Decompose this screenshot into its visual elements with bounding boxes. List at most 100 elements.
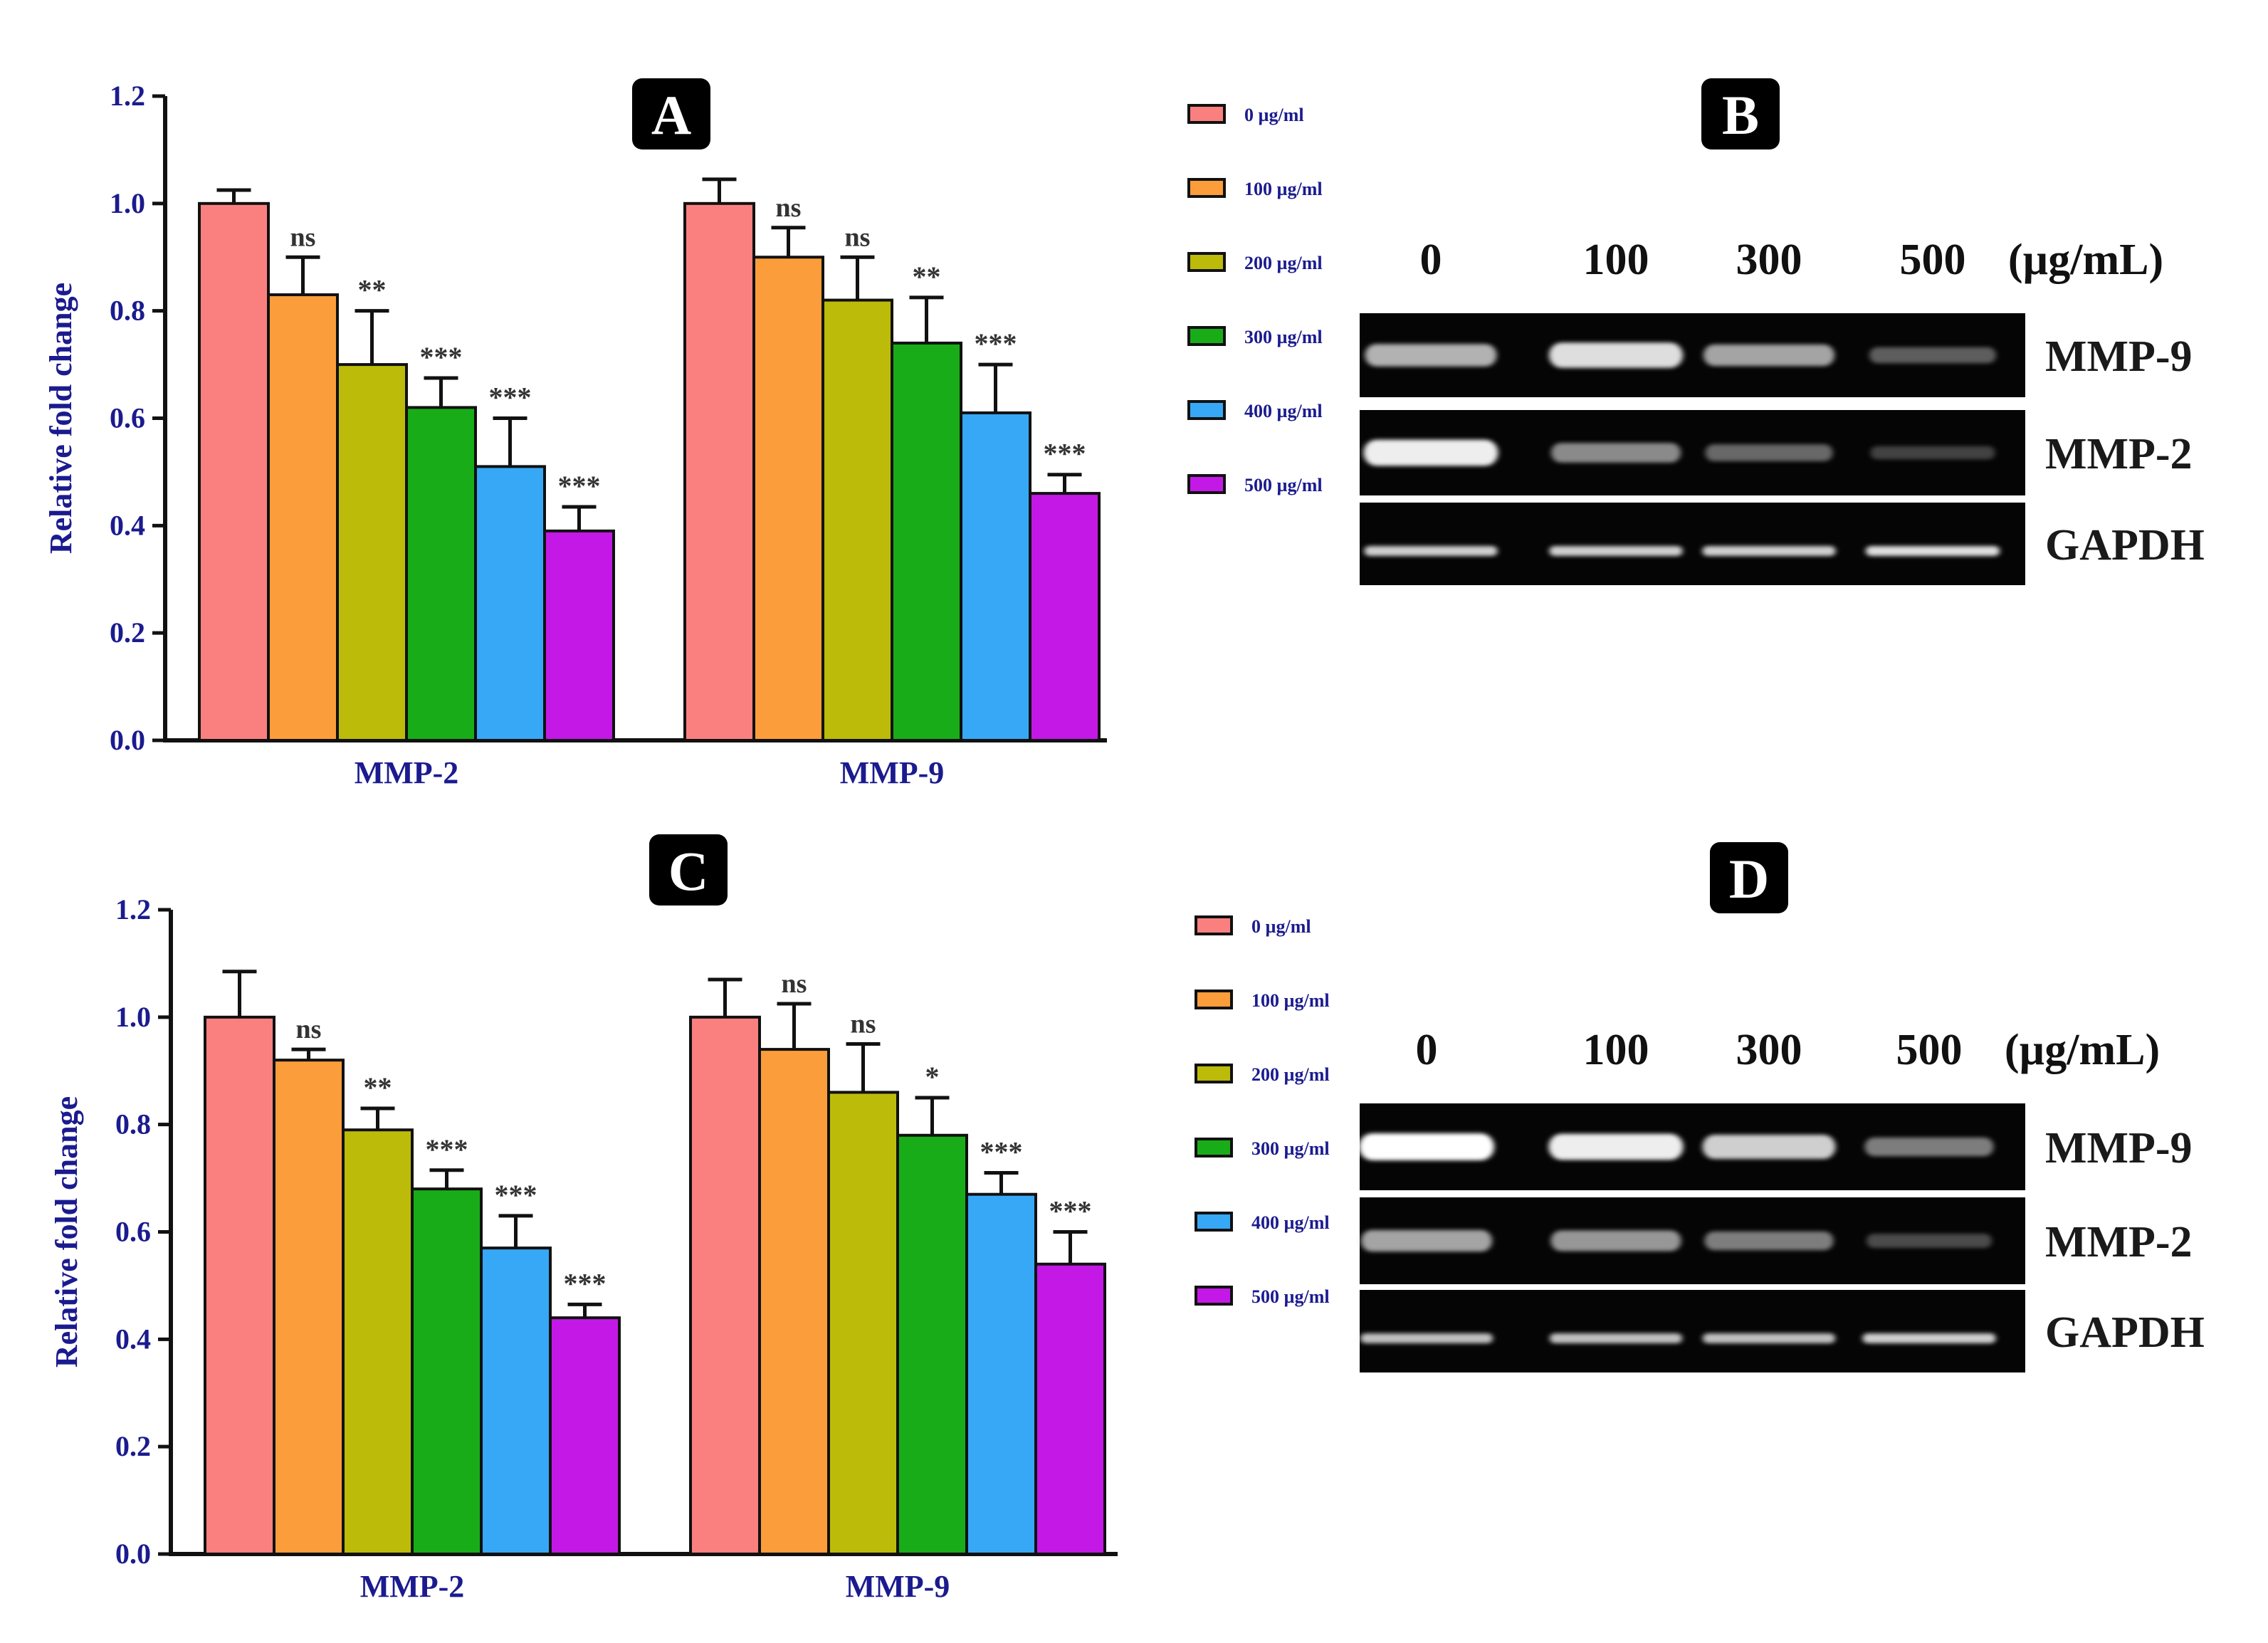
panel-badge-d: D xyxy=(1710,842,1788,913)
significance-label: ** xyxy=(913,261,941,293)
legend-label: 100 µg/ml xyxy=(1251,990,1330,1011)
bar-mmp-9-3 xyxy=(896,1133,968,1555)
legend-label: 200 µg/ml xyxy=(1251,1064,1330,1085)
significance-label: *** xyxy=(489,382,532,414)
gel-band xyxy=(1549,546,1683,556)
legend-label: 400 µg/ml xyxy=(1251,1212,1330,1233)
significance-label: *** xyxy=(495,1179,537,1211)
lane-label: 300 xyxy=(1736,236,1802,284)
bar-mmp-9-2 xyxy=(827,1091,899,1555)
gel-band xyxy=(1550,1333,1682,1343)
unit-label: (µg/mL) xyxy=(2005,1026,2160,1074)
significance-label: *** xyxy=(558,470,601,502)
legend-swatch xyxy=(1195,1286,1233,1306)
y-tick-label: 0.0 xyxy=(115,1538,151,1570)
bar-mmp-9-2 xyxy=(821,298,893,742)
legend-swatch xyxy=(1195,915,1233,935)
significance-label: *** xyxy=(975,327,1017,359)
bar-mmp-2-4 xyxy=(480,1246,552,1555)
significance-label: ns xyxy=(782,969,807,999)
legend-top: 0 µg/ml 100 µg/ml 200 µg/ml 300 µg/ml 400 µg… xyxy=(1187,104,1323,495)
x-category-label: MMP-9 xyxy=(840,755,945,790)
significance-label: *** xyxy=(980,1136,1023,1168)
gel-strip-gapdh xyxy=(1360,1290,2025,1372)
gel-band xyxy=(1364,546,1498,556)
bar-mmp-2-5 xyxy=(543,529,615,742)
legend-swatch xyxy=(1187,400,1226,420)
gel-band xyxy=(1550,1230,1681,1251)
bar-mmp-9-3 xyxy=(891,341,962,742)
bar-mmp-9-5 xyxy=(1029,492,1101,742)
legend-swatch xyxy=(1195,1138,1233,1158)
gel-band xyxy=(1866,546,2000,556)
significance-label: ns xyxy=(851,1009,876,1039)
lane-label: 0 xyxy=(1416,1026,1438,1074)
panel-letter-b: B xyxy=(1722,84,1759,146)
bar-mmp-9-4 xyxy=(965,1192,1037,1556)
legend-label: 200 µg/ml xyxy=(1244,253,1323,273)
legend-swatch xyxy=(1187,252,1226,272)
y-tick-label: 0.4 xyxy=(115,1323,151,1355)
legend-label: 300 µg/ml xyxy=(1251,1138,1330,1159)
bar-mmp-2-0 xyxy=(204,1015,275,1556)
bar-mmp-9-0 xyxy=(689,1015,761,1556)
unit-label: (µg/mL) xyxy=(2008,236,2163,284)
legend-swatch xyxy=(1187,474,1226,494)
gel-blot-d: 0 100 300 500 (µg/mL) MMP-9 MMP-2 GAPDH xyxy=(1359,1026,2205,1372)
gel-band xyxy=(1862,1333,1996,1343)
significance-label: ** xyxy=(364,1071,392,1103)
y-tick-label: 0.2 xyxy=(115,1430,151,1462)
significance-label: ns xyxy=(296,1014,322,1044)
gel-band xyxy=(1365,344,1497,367)
gel-band xyxy=(1359,1133,1494,1160)
bar-mmp-2-1 xyxy=(267,293,339,742)
bar-mmp-2-2 xyxy=(336,363,408,742)
bar-mmp-2-3 xyxy=(411,1187,483,1555)
gel-band xyxy=(1549,342,1683,368)
y-tick-label: 0.6 xyxy=(110,402,145,434)
gel-band xyxy=(1869,347,1996,364)
significance-label: *** xyxy=(426,1133,468,1165)
bar-mmp-9-1 xyxy=(758,1048,830,1556)
bar-chart-c: 0.0 0.2 0.4 0.6 0.8 1.0 1.2 Relative fold chang… xyxy=(49,893,1118,1604)
significance-label: ns xyxy=(290,222,316,252)
y-tick-label: 1.2 xyxy=(110,80,145,112)
legend-swatch xyxy=(1195,990,1233,1009)
gel-blot-b: 0 100 300 500 (µg/mL) MMP-9 MMP-2 GAPDH xyxy=(1360,236,2205,585)
y-tick-label: 1.0 xyxy=(115,1001,151,1033)
legend-label: 500 µg/ml xyxy=(1251,1286,1330,1307)
significance-label: *** xyxy=(1044,438,1086,470)
bar-mmp-9-4 xyxy=(960,411,1031,742)
significance-label: *** xyxy=(1049,1195,1092,1227)
x-category-label: MMP-2 xyxy=(355,755,459,790)
bar-mmp-2-0 xyxy=(198,201,270,742)
legend-swatch xyxy=(1195,1212,1233,1232)
legend-label: 100 µg/ml xyxy=(1244,179,1323,199)
bar-mmp-2-2 xyxy=(342,1128,414,1556)
blot-row-label: MMP-9 xyxy=(2045,1124,2193,1172)
significance-label: ns xyxy=(776,193,802,223)
significance-label: * xyxy=(925,1061,940,1093)
gel-band xyxy=(1703,344,1834,367)
y-tick-label: 0.0 xyxy=(110,724,145,756)
gel-band xyxy=(1703,1333,1835,1343)
bar-mmp-2-4 xyxy=(474,465,546,742)
gel-band xyxy=(1867,1234,1992,1248)
significance-label: *** xyxy=(564,1267,607,1299)
bar-mmp-2-5 xyxy=(549,1316,621,1555)
bar-mmp-2-1 xyxy=(273,1059,345,1555)
gel-strip-gapdh xyxy=(1360,503,2025,585)
significance-label: ns xyxy=(845,222,871,252)
y-tick-label: 0.6 xyxy=(115,1216,151,1248)
gel-band xyxy=(1361,1229,1492,1252)
legend-swatch xyxy=(1195,1064,1233,1083)
blot-row-label: GAPDH xyxy=(2045,521,2205,569)
legend-label: 400 µg/ml xyxy=(1244,401,1323,421)
bar-mmp-9-0 xyxy=(683,201,755,742)
panel-letter-a: A xyxy=(651,84,691,146)
y-tick-label: 0.4 xyxy=(110,509,145,541)
blot-row-label: MMP-2 xyxy=(2045,430,2193,478)
significance-label: *** xyxy=(420,341,463,373)
legend-bottom: 0 µg/ml 100 µg/ml 200 µg/ml 300 µg/ml 400 µg… xyxy=(1195,915,1330,1307)
lane-label: 0 xyxy=(1420,236,1442,284)
